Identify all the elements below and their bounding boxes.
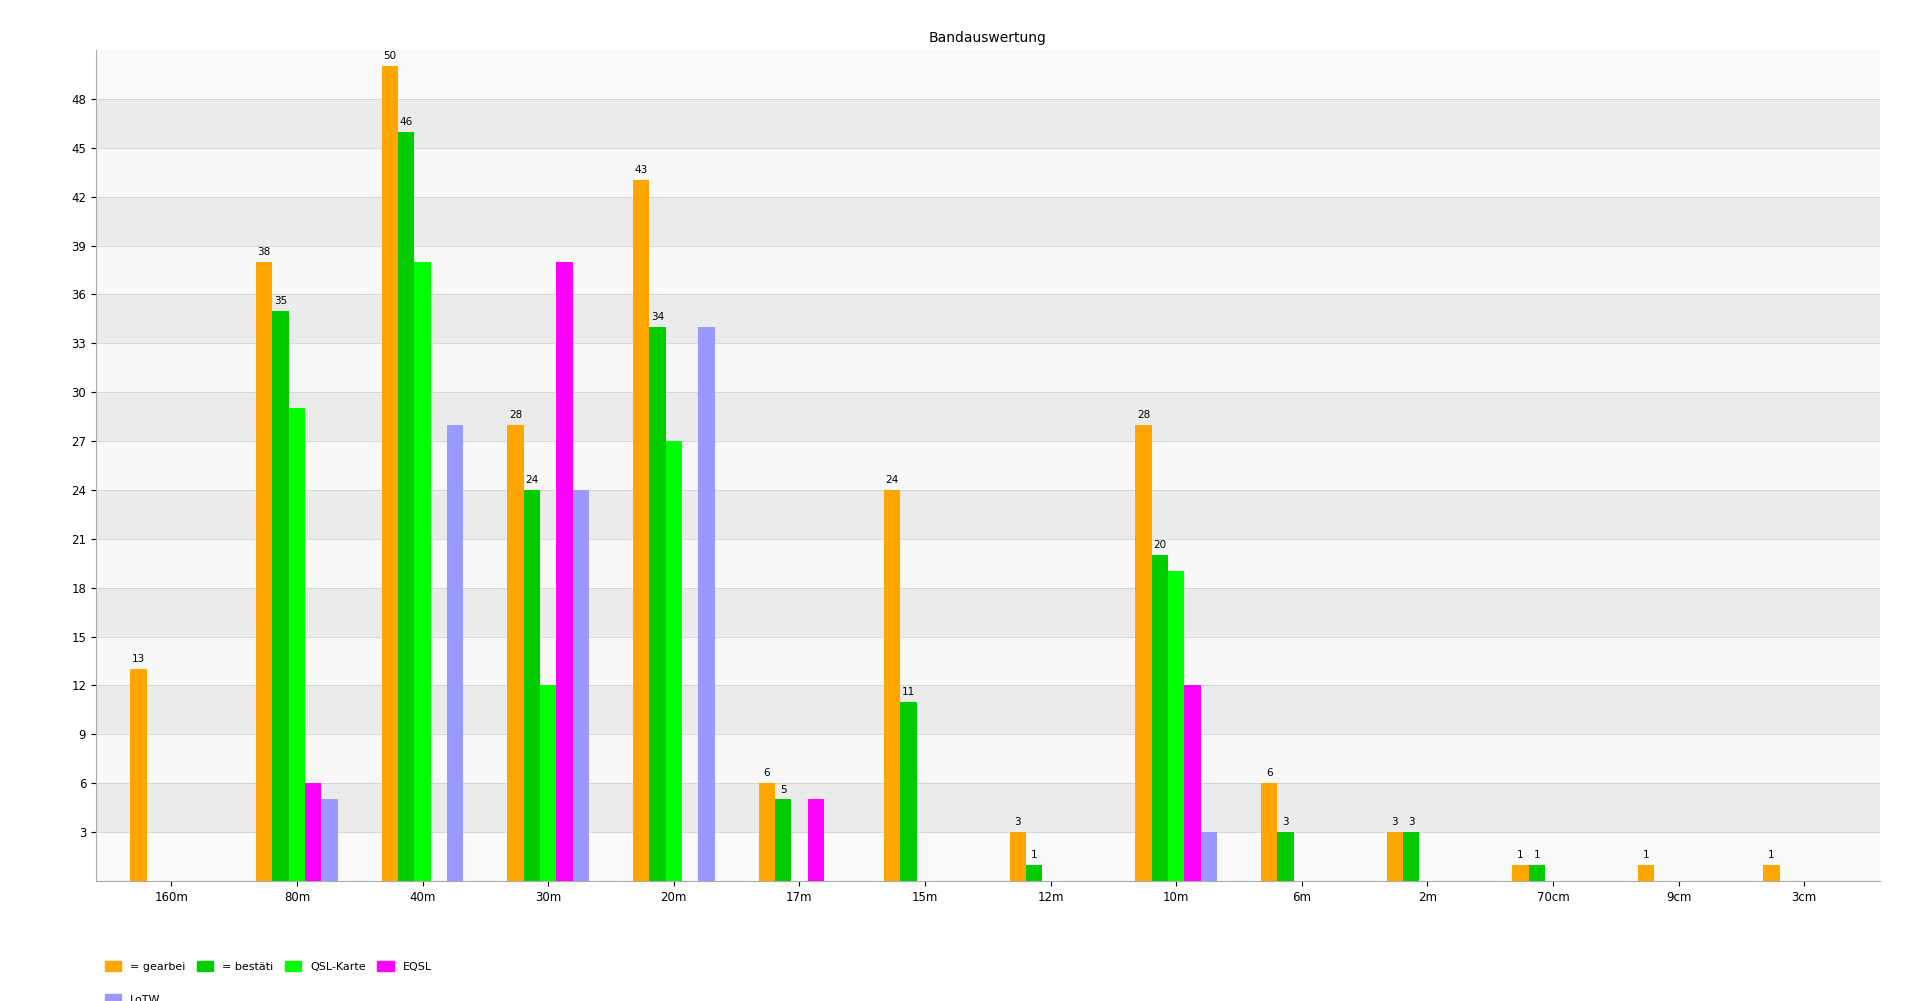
Bar <box>633 180 648 881</box>
Bar <box>322 800 338 881</box>
Bar <box>96 294 1880 343</box>
Bar <box>1402 832 1419 881</box>
Bar <box>775 800 792 881</box>
Text: 1: 1 <box>1517 850 1523 860</box>
Bar <box>399 131 414 881</box>
Bar <box>648 327 666 881</box>
Text: 1: 1 <box>1032 850 1038 860</box>
Bar <box>1009 832 1026 881</box>
Bar <box>96 686 1880 735</box>
Bar <box>130 669 148 881</box>
Bar <box>96 735 1880 783</box>
Bar <box>382 66 399 881</box>
Text: 24: 24 <box>886 475 900 485</box>
Bar <box>96 392 1880 441</box>
Bar <box>414 262 432 881</box>
Bar <box>758 783 775 881</box>
Text: 1: 1 <box>1532 850 1540 860</box>
Text: 46: 46 <box>399 117 412 126</box>
Bar <box>1638 865 1653 881</box>
Bar <box>1026 865 1041 881</box>
Text: 6: 6 <box>1266 768 1272 778</box>
Bar <box>1277 832 1293 881</box>
Bar <box>1183 686 1201 881</box>
Bar <box>305 783 322 881</box>
Bar <box>1151 556 1168 881</box>
Text: 34: 34 <box>650 312 664 322</box>
Text: 28: 28 <box>508 409 522 419</box>
Text: 11: 11 <box>901 687 915 697</box>
Text: 5: 5 <box>781 785 786 795</box>
Bar <box>96 588 1880 637</box>
Text: 43: 43 <box>635 165 648 175</box>
Bar <box>257 262 272 881</box>
Bar <box>1763 865 1780 881</box>
Bar <box>96 99 1880 148</box>
Bar <box>1529 865 1544 881</box>
Bar <box>1387 832 1402 881</box>
Bar <box>573 489 589 881</box>
Bar <box>900 702 917 881</box>
Bar <box>506 424 524 881</box>
Bar <box>96 245 1880 294</box>
Bar <box>272 310 290 881</box>
Legend: LoTW: LoTW <box>102 991 165 1001</box>
Text: 6: 6 <box>763 768 769 778</box>
Text: 3: 3 <box>1281 817 1289 827</box>
Text: 28: 28 <box>1137 409 1151 419</box>
Bar <box>556 262 573 881</box>
Bar <box>1135 424 1151 881</box>
Bar <box>807 800 825 881</box>
Text: 24: 24 <box>526 475 539 485</box>
Bar <box>666 441 683 881</box>
Bar <box>1168 572 1183 881</box>
Text: 1: 1 <box>1768 850 1774 860</box>
Bar <box>96 196 1880 245</box>
Text: 3: 3 <box>1015 817 1020 827</box>
Bar <box>541 686 556 881</box>
Bar <box>1201 832 1218 881</box>
Bar <box>96 637 1880 686</box>
Bar <box>524 489 541 881</box>
Bar <box>1511 865 1529 881</box>
Text: 38: 38 <box>257 247 270 257</box>
Bar <box>698 327 715 881</box>
Bar <box>96 539 1880 588</box>
Text: 35: 35 <box>274 296 288 306</box>
Text: 3: 3 <box>1391 817 1398 827</box>
Bar <box>290 408 305 881</box>
Bar <box>96 148 1880 196</box>
Bar <box>884 489 900 881</box>
Bar <box>447 424 464 881</box>
Bar <box>1260 783 1277 881</box>
Bar <box>96 489 1880 539</box>
Title: Bandauswertung: Bandauswertung <box>928 31 1047 45</box>
Bar <box>96 783 1880 832</box>
Text: 3: 3 <box>1408 817 1414 827</box>
Bar <box>96 343 1880 392</box>
Bar <box>96 441 1880 489</box>
Text: 50: 50 <box>384 51 397 61</box>
Text: 1: 1 <box>1642 850 1649 860</box>
Text: 20: 20 <box>1153 541 1166 551</box>
Text: 13: 13 <box>132 655 146 665</box>
